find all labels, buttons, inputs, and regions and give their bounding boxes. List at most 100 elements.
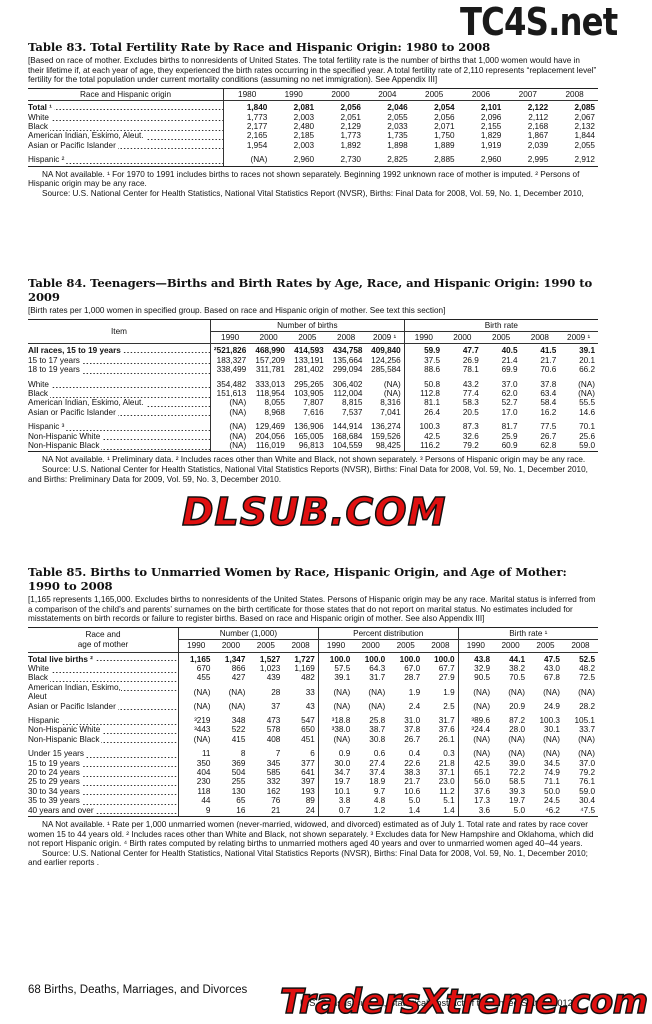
header-row: Race and age of mother Number (1,000) Perc… [28, 626, 598, 653]
cell: 77.5 [540, 422, 557, 432]
row-label: Black [28, 673, 179, 683]
cell: 2,033 [387, 122, 408, 131]
table-row: 15 to 17 years 183,327 157,209 133,191 135,6… [28, 355, 598, 366]
cell: 77.4 [462, 389, 479, 399]
cell: 1.9 [408, 687, 421, 697]
cell: 57.5 [317, 664, 354, 674]
cell: (NA) [228, 687, 246, 697]
cell: 38.3 [404, 768, 421, 778]
row-label: 15 to 17 years [28, 355, 211, 366]
cell: 43 [305, 701, 315, 711]
table-row: Hispanic ² (NA) 2,960 2,730 2,825 2,885 2,960 2… [28, 155, 598, 167]
row-label-text: White [28, 664, 51, 673]
cell: 369 [231, 758, 246, 768]
cell: 56.0 [457, 777, 494, 787]
row-label-text: Asian or Pacific Islander [28, 407, 118, 417]
cell: 439 [266, 673, 281, 683]
cell: 98,425 [365, 441, 405, 453]
cell: 350 [178, 758, 214, 769]
row-label: 35 to 39 years [28, 796, 179, 806]
cell: 7,537 [342, 407, 363, 417]
row-label: White [28, 379, 211, 390]
row-label-text: 20 to 24 years [28, 768, 82, 778]
row-label-text: Under 15 years [28, 749, 86, 759]
cell: 58.3 [462, 398, 479, 408]
cell: 71.1 [544, 777, 560, 787]
cell: 332 [266, 777, 281, 787]
cell: (NA) [317, 682, 354, 702]
table-row: Non-Hispanic Black (NA) 415 408 451 (NA) 30.8 2… [28, 734, 598, 745]
cell: 105.1 [574, 716, 596, 726]
cell: 37.6 [457, 786, 494, 797]
table-row: 18 to 19 years 338,499 311,781 281,402 299,0… [28, 365, 598, 375]
cell: (NA) [210, 398, 250, 408]
cell: (NA) [210, 441, 250, 453]
row-label-text: White [28, 112, 51, 122]
cell: 1.4 [423, 805, 459, 818]
spacer-row [28, 374, 598, 380]
cell: 2.5 [443, 701, 455, 711]
cell: 59.9 [403, 343, 443, 356]
page-footer: 68 Births, Deaths, Marriages, and Divorc… [28, 984, 248, 996]
cell: ²521,826 [210, 343, 250, 356]
cell: (NA) [210, 431, 250, 442]
cell: 1.2 [353, 805, 389, 818]
row-label: Asian or Pacific Islander [28, 701, 179, 712]
table-section: Table 84. Teenagers—Births and Birth Rat… [28, 276, 598, 484]
row-label-text: Non-Hispanic Black [28, 441, 102, 451]
table-title: Table 83. Total Fertility Rate by Race a… [28, 40, 491, 54]
spacer-cell [178, 711, 214, 717]
cell: 43.8 [457, 652, 494, 664]
cell: 124,256 [371, 355, 401, 365]
column-header: 2005 [481, 331, 521, 345]
cell: 31.7 [438, 716, 455, 726]
cell: 11 [178, 749, 214, 759]
cell: (NA) [457, 682, 494, 702]
cell: 18.9 [369, 777, 386, 787]
cell: 118,954 [256, 389, 285, 399]
row-label: Non-Hispanic White [28, 431, 211, 442]
spacer-cell [457, 711, 494, 717]
table-row: Asian or Pacific Islander (NA) (NA) 37 43 (NA… [28, 701, 598, 712]
cell: 72.2 [509, 768, 526, 778]
cell: 522 [231, 725, 246, 735]
cell: 2,960 [457, 155, 505, 167]
cell: 8,055 [264, 398, 286, 408]
table-row: White 670 866 1,023 1,169 57.5 64.3 67.0 67.7 32.… [28, 664, 598, 674]
cell: 468,990 [255, 346, 285, 356]
group-header: Number (1,000) [178, 626, 319, 641]
cell: (NA) [457, 701, 494, 712]
cell: 345 [266, 758, 281, 768]
cell: 2,165 [223, 131, 271, 141]
cell: 31.0 [404, 716, 421, 726]
cell: 7,807 [303, 398, 324, 408]
cell: 78.1 [462, 365, 479, 375]
row-label: 18 to 19 years [28, 365, 211, 375]
stub-header: Item [28, 318, 211, 345]
cell: 47.7 [462, 346, 479, 356]
watermark: DLSUB.COM [181, 489, 447, 535]
cell: 2,067 [574, 112, 596, 122]
cell: 338,499 [210, 365, 250, 375]
cell: 30.8 [369, 734, 386, 744]
cell: (NA) [228, 701, 246, 711]
table-title: Table 84. Teenagers—Births and Birth Rat… [28, 276, 593, 304]
cell: 311,781 [256, 365, 285, 375]
cell: (NA) [223, 155, 271, 167]
cell: 1,165 [178, 652, 214, 664]
column-header: 2008 [562, 639, 598, 653]
cell: 504 [231, 768, 246, 778]
cell: 168,684 [332, 431, 363, 441]
spacer-cell [403, 417, 443, 423]
cell: 70.5 [509, 673, 526, 683]
cell: 34.5 [544, 758, 560, 768]
cell: 159,526 [371, 431, 401, 441]
cell: 414,593 [294, 346, 324, 356]
table-row: 35 to 39 years 44 65 76 89 3.8 4.8 5.0 5.1 17.3 19… [28, 796, 598, 806]
cell: 100.0 [399, 654, 421, 664]
watermark: TC4S.net [460, 0, 618, 44]
cell: 79.2 [443, 441, 482, 453]
column-header: 2000 [317, 87, 364, 102]
row-label: Black [28, 122, 224, 132]
cell: (NA) [457, 749, 494, 759]
